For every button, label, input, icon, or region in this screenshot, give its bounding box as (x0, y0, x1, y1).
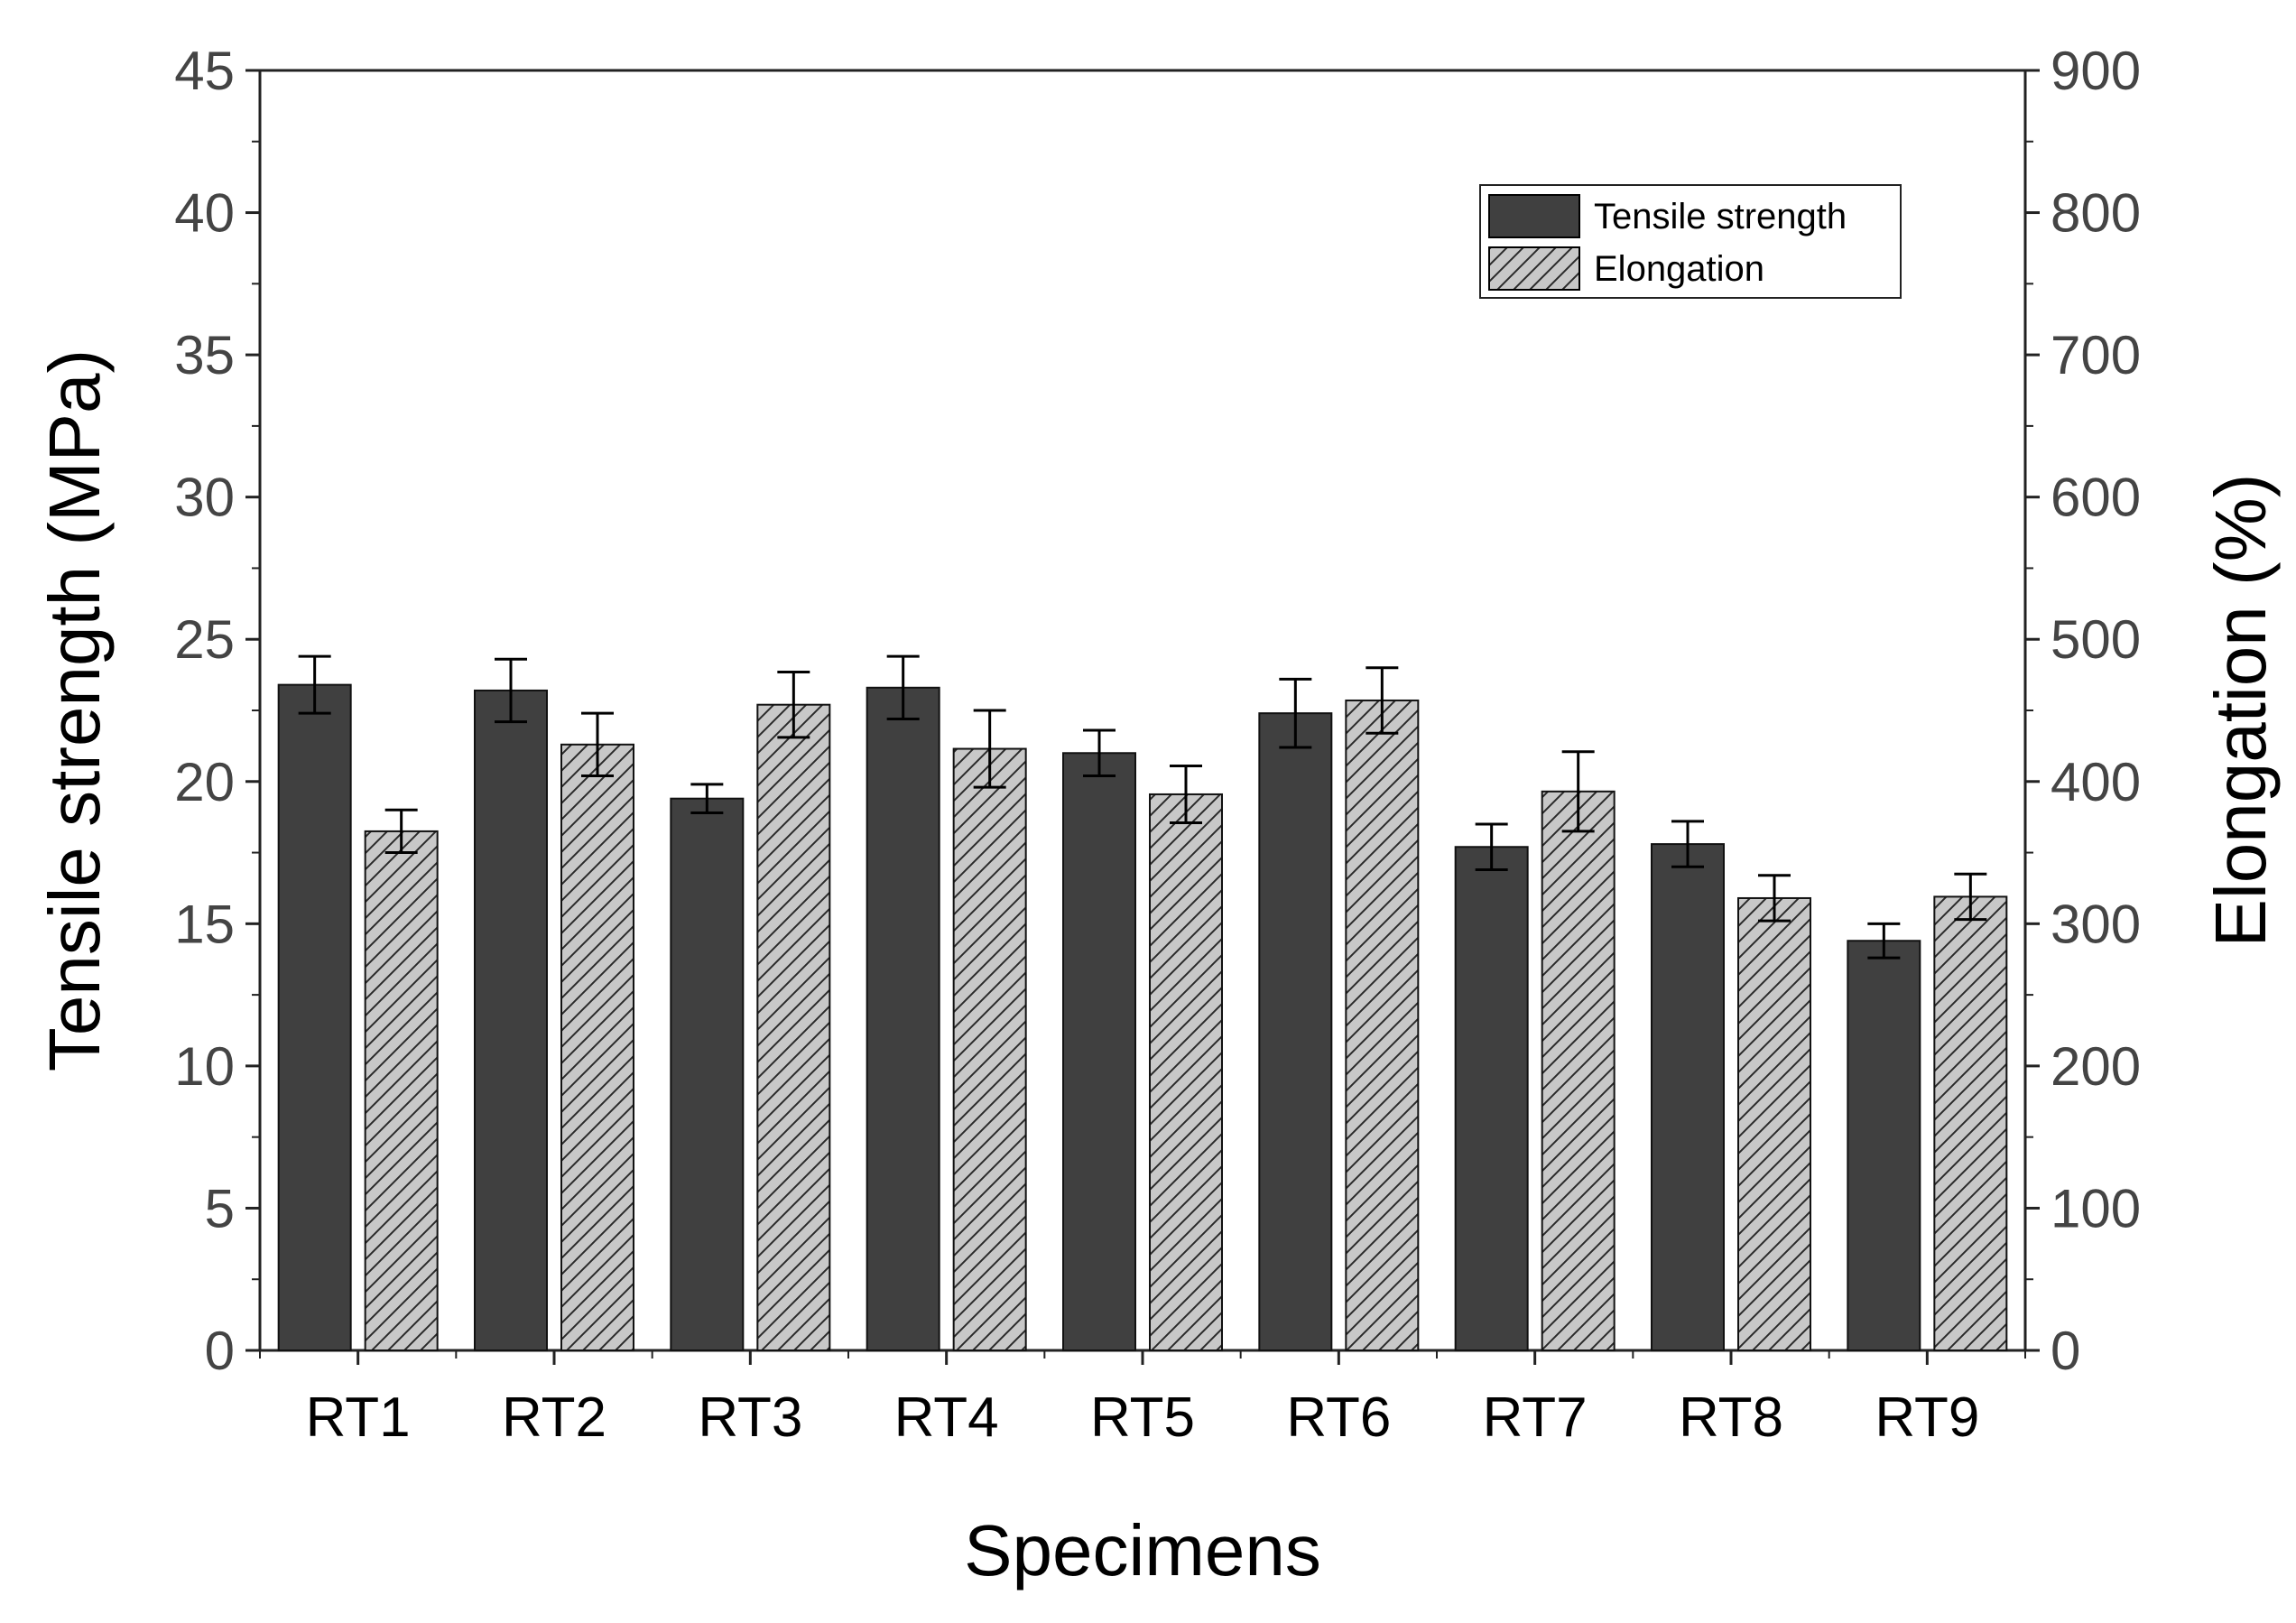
y-tick-label-left: 5 (205, 1178, 235, 1238)
legend-swatch-elongation (1488, 246, 1580, 291)
y-tick-label-left: 40 (174, 183, 235, 244)
bar-tensile-strength-rt7 (1454, 846, 1529, 1351)
axes-group: 0 5 10 15 20 25 30 35 40 45 0 100 200 300 400 500 600 700… (174, 41, 2141, 1449)
y-tick-label-left: 20 (174, 752, 235, 812)
y-tick-label-left: 30 (174, 468, 235, 528)
legend-label-elongation: Elongation (1594, 249, 1764, 289)
y-tick-label-right: 200 (2051, 1036, 2141, 1097)
bar-tensile-strength-rt2 (474, 689, 548, 1351)
bar-tensile-strength-rt3 (670, 797, 745, 1351)
bar-elongation-rt3 (756, 703, 831, 1351)
y-tick-label-left: 15 (174, 894, 235, 954)
bar-series-group (277, 654, 2008, 1351)
y-tick-label-right: 500 (2051, 609, 2141, 670)
y-tick-label-right: 700 (2051, 325, 2141, 385)
y-tick-label-left: 10 (174, 1036, 235, 1097)
x-axis-title: Specimens (964, 1510, 1321, 1591)
bar-elongation-rt4 (952, 747, 1027, 1351)
x-tick-label-rt8: RT8 (1679, 1387, 1783, 1449)
bar-tensile-strength-rt5 (1062, 752, 1136, 1351)
y-tick-label-right: 0 (2051, 1321, 2080, 1381)
y-axis-title-left: Tensile strength (MPa) (34, 349, 115, 1071)
bar-tensile-strength-rt4 (866, 686, 940, 1351)
x-tick-label-rt1: RT1 (306, 1387, 411, 1449)
legend-label-tensile-strength: Tensile strength (1594, 197, 1847, 236)
legend: Tensile strength Elongation (1479, 184, 1902, 299)
bar-elongation-rt7 (1541, 790, 1616, 1351)
x-tick-label-rt6: RT6 (1286, 1387, 1391, 1449)
bar-elongation-rt9 (1933, 895, 2008, 1351)
y-tick-label-right: 100 (2051, 1178, 2141, 1238)
x-tick-label-rt7: RT7 (1483, 1387, 1588, 1449)
bar-tensile-strength-rt1 (277, 683, 352, 1351)
bar-elongation-rt6 (1345, 699, 1420, 1351)
y-axis-title-right: Elongation (%) (2200, 474, 2281, 948)
x-tick-label-rt2: RT2 (502, 1387, 606, 1449)
bar-elongation-rt5 (1149, 793, 1223, 1351)
y-tick-label-right: 400 (2051, 752, 2141, 812)
y-tick-label-right: 600 (2051, 468, 2141, 528)
bar-tensile-strength-rt9 (1847, 940, 1921, 1351)
x-tick-label-rt3: RT3 (698, 1387, 802, 1449)
y-tick-label-left: 0 (205, 1321, 235, 1381)
x-tick-label-rt4: RT4 (894, 1387, 999, 1449)
bar-tensile-strength-rt8 (1651, 843, 1725, 1351)
x-tick-label-rt5: RT5 (1090, 1387, 1195, 1449)
y-tick-label-right: 300 (2051, 894, 2141, 954)
y-tick-label-left: 35 (174, 325, 235, 385)
x-tick-label-rt9: RT9 (1875, 1387, 1979, 1449)
y-tick-label-right: 800 (2051, 183, 2141, 244)
bar-elongation-rt8 (1737, 896, 1811, 1351)
y-tick-label-right: 900 (2051, 41, 2141, 101)
legend-swatch-tensile-strength (1488, 194, 1580, 238)
y-tick-label-left: 45 (174, 41, 235, 101)
bar-tensile-strength-rt6 (1258, 712, 1333, 1351)
y-tick-label-left: 25 (174, 609, 235, 670)
bar-elongation-rt1 (364, 830, 439, 1351)
bar-elongation-rt2 (560, 743, 634, 1351)
